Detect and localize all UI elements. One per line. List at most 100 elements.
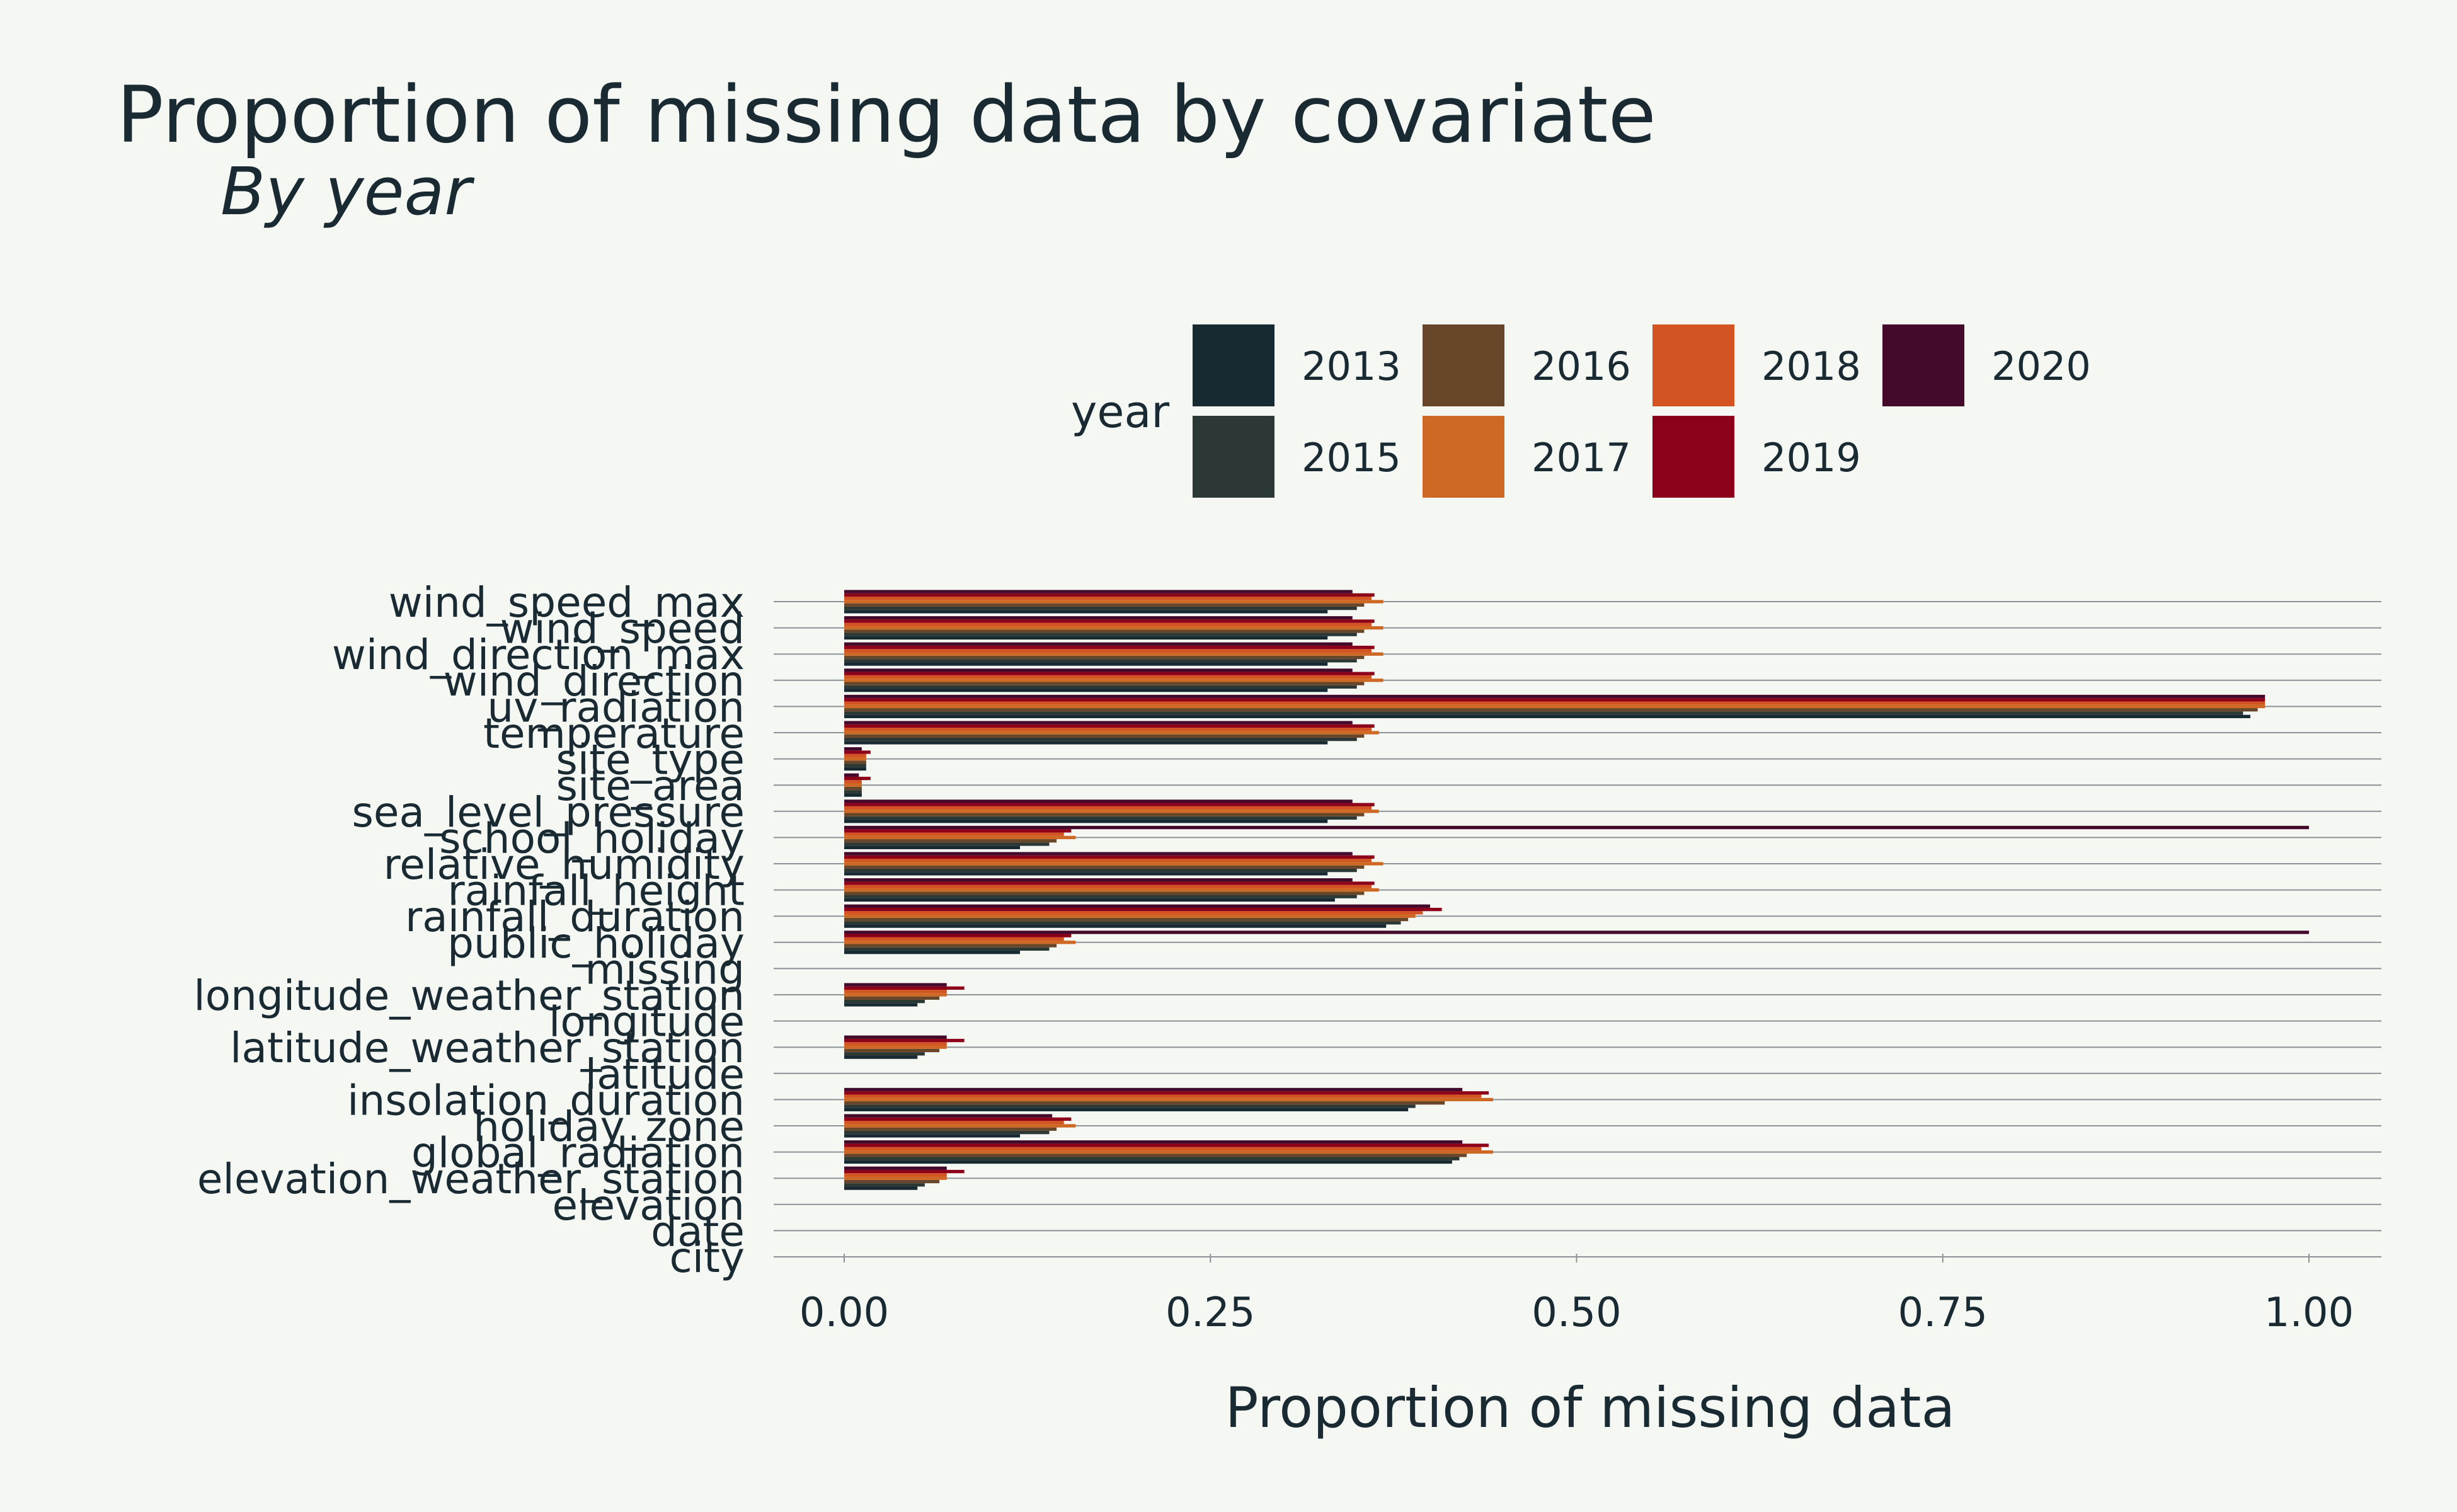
bar-2020-holiday_zone — [844, 1114, 1053, 1118]
y-tick-label: relative_humidity — [384, 840, 745, 889]
bar-2017-rainfall_duration — [844, 914, 1416, 918]
y-tick-label: insolation_duration — [347, 1076, 745, 1125]
bar-2015-global_radiation — [844, 1157, 1460, 1160]
bar-2015-wind_speed_max — [844, 606, 1357, 610]
y-tick-label: wind_speed_max — [389, 578, 745, 627]
bar-2016-holiday_zone — [844, 1127, 1057, 1131]
bar-2015-public_holiday — [844, 947, 1050, 951]
bar-2020-temperature — [844, 721, 1353, 724]
y-tick-label: global_radiation — [411, 1129, 745, 1177]
bar-2018-relative_humidity — [844, 859, 1372, 862]
bar-2013-sea_level_pressure — [844, 820, 1328, 823]
bar-2017-relative_humidity — [844, 862, 1383, 866]
bar-2013-wind_speed_max — [844, 610, 1328, 614]
legend-swatch-2017 — [1423, 416, 1504, 498]
bar-2019-wind_direction_max — [844, 645, 1375, 650]
bar-2016-elevation_weather_station — [844, 1179, 940, 1184]
bar-2013-rainfall_height — [844, 898, 1335, 902]
y-tick-label: uv_radiation — [487, 683, 745, 731]
bar-2019-site_area — [844, 776, 871, 781]
bar-2013-longitude_weather_station — [844, 1003, 918, 1007]
y-tick-label: school_holiday — [439, 814, 745, 862]
x-tick-label: 1.00 — [2264, 1290, 2354, 1336]
bar-2020-insolation_duration — [844, 1087, 1463, 1092]
bar-2017-temperature — [844, 731, 1379, 735]
bar-2015-longitude_weather_station — [844, 999, 925, 1004]
bar-2015-school_holiday — [844, 842, 1050, 846]
chart-title: Proportion of missing data by covariate — [117, 70, 1656, 161]
y-tick-label: city — [669, 1234, 745, 1282]
y-tick-label: site_type — [556, 736, 745, 784]
y-tick-label: temperature — [483, 709, 745, 758]
bar-2013-school_holiday — [844, 845, 1020, 849]
bar-2019-uv_radiation — [844, 698, 2265, 702]
bar-2017-holiday_zone — [844, 1124, 1076, 1128]
bar-2017-site_type — [844, 757, 866, 761]
bar-2020-school_holiday — [844, 825, 2309, 830]
bar-2017-site_area — [844, 783, 862, 787]
bar-2019-global_radiation — [844, 1143, 1489, 1147]
y-tick-label: holiday_zone — [473, 1102, 745, 1151]
bar-2020-wind_direction — [844, 668, 1353, 672]
bar-2015-uv_radiation — [844, 711, 2243, 715]
bar-2016-relative_humidity — [844, 865, 1365, 869]
x-tick-label: 0.75 — [1898, 1290, 1988, 1336]
bar-2019-insolation_duration — [844, 1091, 1489, 1095]
bar-2015-wind_direction — [844, 685, 1357, 689]
bar-2015-holiday_zone — [844, 1130, 1050, 1135]
bar-2013-holiday_zone — [844, 1134, 1020, 1138]
legend-label: 2016 — [1532, 343, 1631, 389]
x-tick-label: 0.25 — [1166, 1290, 1256, 1336]
bar-2018-sea_level_pressure — [844, 806, 1372, 810]
bar-2013-wind_direction — [844, 689, 1328, 692]
bar-2017-wind_speed_max — [844, 600, 1383, 604]
bar-2013-rainfall_duration — [844, 924, 1387, 928]
bar-2016-wind_speed_max — [844, 603, 1365, 607]
bar-2015-site_type — [844, 764, 866, 767]
legend-label: 2018 — [1761, 343, 1861, 389]
x-tick-label: 0.00 — [799, 1290, 890, 1336]
bar-2018-wind_speed — [844, 622, 1372, 626]
bar-2019-elevation_weather_station — [844, 1169, 965, 1174]
bar-2019-school_holiday — [844, 829, 1072, 833]
bar-2016-wind_direction — [844, 682, 1365, 685]
bar-2020-global_radiation — [844, 1140, 1463, 1144]
bar-2020-elevation_weather_station — [844, 1166, 947, 1170]
y-tick-label: rainfall_height — [448, 867, 745, 915]
bar-2019-rainfall_height — [844, 881, 1375, 885]
bar-2020-public_holiday — [844, 931, 2309, 934]
bar-2016-insolation_duration — [844, 1101, 1445, 1105]
legend-swatch-2016 — [1423, 324, 1504, 406]
bar-2016-site_type — [844, 760, 866, 764]
bar-2015-rainfall_height — [844, 895, 1357, 898]
bar-2015-temperature — [844, 737, 1357, 742]
bar-2017-wind_direction_max — [844, 652, 1383, 656]
legend-label: 2019 — [1761, 435, 1861, 481]
bar-2013-latitude_weather_station — [844, 1055, 918, 1059]
y-tick-label: longitude_weather_station — [193, 971, 745, 1020]
bar-2013-temperature — [844, 741, 1328, 745]
bar-2013-uv_radiation — [844, 714, 2250, 718]
legend-label: 2020 — [1991, 343, 2091, 389]
bar-2019-longitude_weather_station — [844, 986, 965, 990]
y-tick-label: longitude — [549, 998, 745, 1046]
bar-2018-site_area — [844, 780, 862, 784]
legend-label: 2013 — [1302, 343, 1401, 389]
bar-2019-wind_speed — [844, 619, 1375, 623]
x-tick-label: 0.50 — [1532, 1290, 1622, 1336]
bar-2016-rainfall_height — [844, 891, 1365, 895]
bar-2017-public_holiday — [844, 941, 1076, 944]
legend-swatch-2018 — [1652, 324, 1734, 406]
bar-2013-relative_humidity — [844, 872, 1328, 876]
y-tick-label: wind_direction — [444, 657, 745, 706]
bar-2017-insolation_duration — [844, 1097, 1493, 1102]
bar-2016-sea_level_pressure — [844, 813, 1365, 816]
bar-2016-wind_speed — [844, 629, 1365, 633]
bar-2016-school_holiday — [844, 839, 1057, 843]
bar-2013-public_holiday — [844, 951, 1020, 954]
bar-2018-wind_speed_max — [844, 597, 1372, 600]
bar-2020-site_area — [844, 773, 859, 777]
legend-title: year — [1071, 386, 1169, 438]
bar-2018-rainfall_height — [844, 885, 1372, 888]
